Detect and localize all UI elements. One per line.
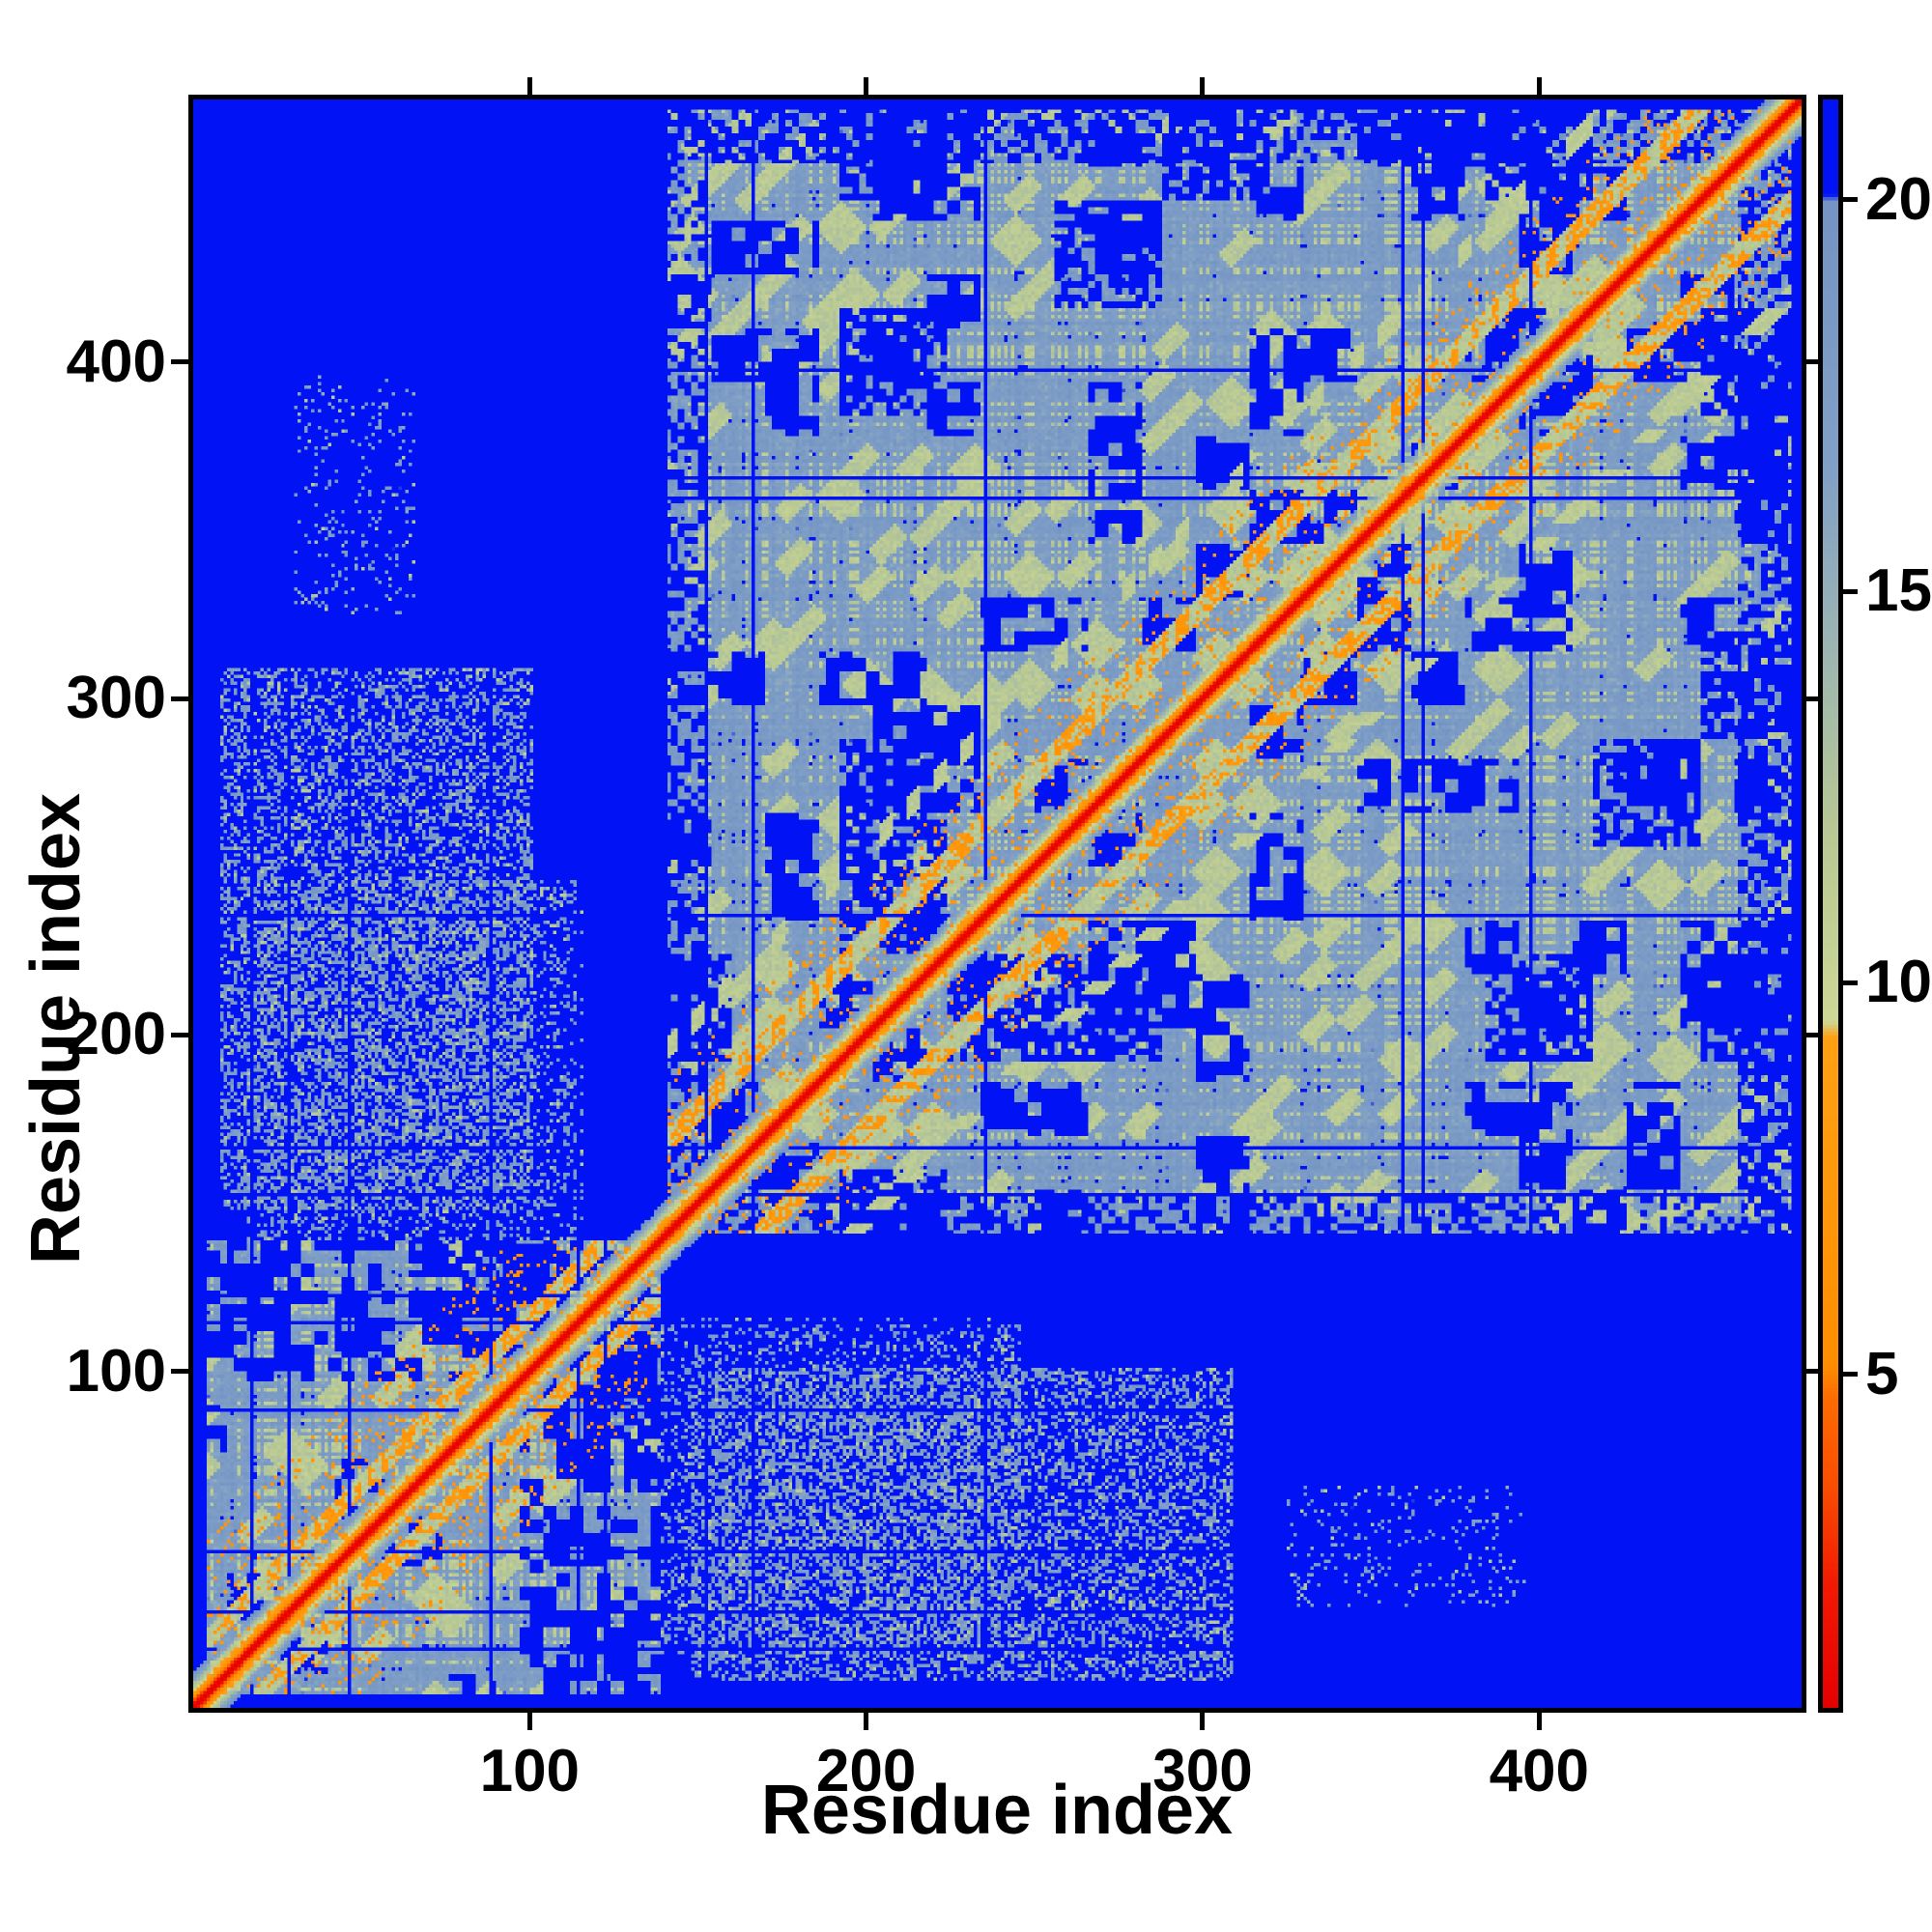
colorbar-tick-label: 20	[1865, 165, 1932, 233]
y-tick-mark-right	[1806, 1369, 1824, 1375]
y-tick-label: 100	[66, 1337, 166, 1405]
x-tick-mark	[1200, 1713, 1206, 1730]
y-tick-mark	[171, 359, 188, 365]
colorbar-tick-label: 10	[1865, 949, 1932, 1016]
x-tick-mark-top	[864, 77, 869, 95]
y-tick-label: 200	[66, 1001, 166, 1068]
colorbar	[1818, 95, 1843, 1713]
colorbar-tick-mark	[1838, 588, 1858, 594]
y-tick-mark-right	[1806, 1032, 1824, 1037]
colorbar-tick-label: 5	[1865, 1340, 1899, 1407]
x-tick-label: 300	[1152, 1738, 1253, 1804]
x-axis-label: Residue index	[760, 1772, 1234, 1849]
colorbar-tick-label: 15	[1865, 557, 1932, 625]
x-tick-mark-top	[1200, 77, 1206, 95]
colorbar-tick-mark	[1838, 197, 1858, 203]
y-tick-mark	[171, 1032, 188, 1037]
x-tick-label: 200	[815, 1738, 917, 1804]
x-tick-mark-top	[1536, 77, 1542, 95]
colorbar-tick-mark	[1838, 1372, 1858, 1378]
x-tick-mark	[526, 1713, 532, 1730]
colorbar-tick-mark	[1838, 980, 1858, 985]
colorbar-gradient	[1823, 99, 1838, 1708]
heatmap-canvas	[193, 99, 1802, 1708]
x-tick-mark	[864, 1713, 869, 1730]
x-tick-label: 400	[1489, 1738, 1590, 1804]
x-tick-label: 100	[479, 1738, 581, 1804]
y-tick-label: 300	[66, 665, 166, 732]
y-tick-mark-right	[1806, 696, 1824, 701]
y-axis-label: Residue index	[17, 792, 95, 1265]
y-tick-mark-right	[1806, 359, 1824, 365]
plot-area	[188, 95, 1806, 1713]
x-tick-mark	[1536, 1713, 1542, 1730]
y-tick-label: 400	[66, 327, 166, 395]
x-tick-mark-top	[526, 77, 532, 95]
y-tick-mark	[171, 696, 188, 701]
y-tick-mark	[171, 1369, 188, 1375]
